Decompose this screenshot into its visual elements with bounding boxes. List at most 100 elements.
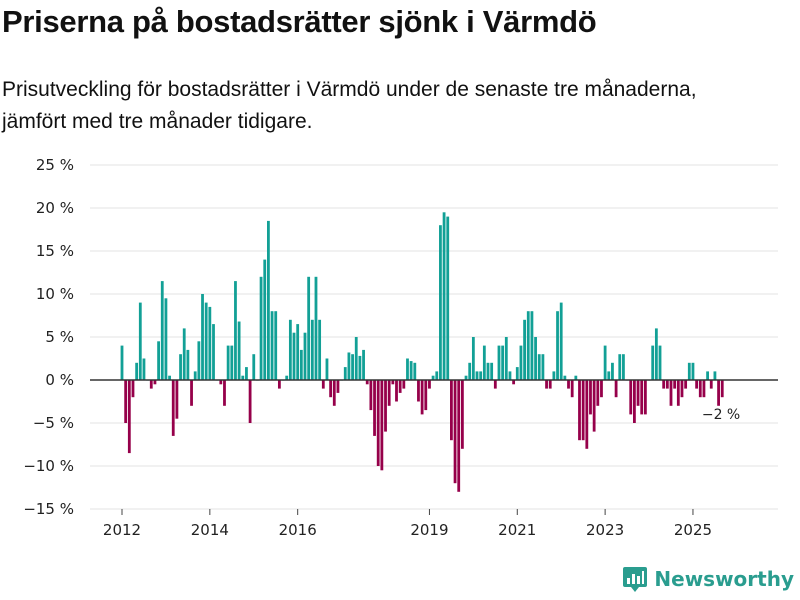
bar — [197, 341, 201, 380]
bar — [420, 380, 424, 415]
bar — [446, 216, 450, 380]
bar — [120, 345, 124, 380]
bar — [614, 380, 618, 398]
bar — [636, 380, 640, 406]
bar — [303, 332, 307, 380]
bar — [468, 362, 472, 380]
bar — [622, 354, 625, 380]
bar — [310, 319, 314, 380]
bar — [687, 362, 691, 380]
x-axis: 2012 2014 2016 2019 2021 2023 2025 — [103, 509, 712, 539]
bar — [603, 345, 607, 380]
bar — [640, 380, 644, 415]
bar — [471, 337, 475, 380]
bar — [475, 371, 479, 380]
bar — [336, 380, 340, 393]
bar — [574, 375, 578, 380]
bar — [424, 380, 428, 411]
y-axis: 25 % 20 % 15 % 10 % 5 % 0 % −5 % −10 % −15 % — [23, 156, 74, 518]
bar — [600, 380, 603, 398]
x-tick-label: 2019 — [410, 521, 448, 539]
bar — [654, 328, 658, 380]
bar — [219, 380, 223, 385]
bar — [464, 375, 468, 380]
y-tick-label: 25 % — [36, 156, 74, 174]
bar — [512, 380, 516, 385]
bar — [182, 328, 186, 380]
bar — [398, 380, 402, 393]
bar — [263, 259, 267, 380]
y-tick-label: 15 % — [36, 242, 74, 260]
bar — [490, 362, 494, 380]
bar — [135, 362, 139, 380]
bar — [299, 349, 303, 380]
x-tick-label: 2021 — [498, 521, 536, 539]
bars — [120, 212, 724, 492]
bar — [354, 337, 358, 380]
bar — [618, 354, 622, 380]
bar — [662, 380, 666, 389]
bar — [596, 380, 600, 406]
y-tick-label: −15 % — [23, 500, 74, 518]
bar — [709, 380, 713, 389]
bar — [160, 281, 164, 380]
bar — [387, 380, 391, 406]
bar — [376, 380, 380, 466]
bar — [241, 375, 245, 380]
bar — [504, 337, 508, 380]
bar — [270, 311, 274, 380]
bar — [643, 380, 647, 415]
bar — [537, 354, 541, 380]
bar — [673, 380, 677, 389]
bar — [153, 380, 157, 385]
bar — [497, 345, 501, 380]
bar — [230, 345, 234, 380]
bar — [274, 311, 278, 380]
bar — [460, 380, 464, 449]
bar — [548, 380, 552, 389]
bar — [168, 375, 171, 380]
bar — [318, 319, 322, 380]
gridlines — [90, 164, 778, 510]
bar — [380, 380, 384, 471]
bar — [515, 367, 519, 380]
y-tick-label: −10 % — [23, 457, 74, 475]
bar — [523, 319, 526, 380]
bar — [570, 380, 574, 398]
bar — [237, 321, 241, 380]
bar — [534, 337, 537, 380]
bar — [186, 349, 190, 380]
bar — [406, 358, 409, 380]
bar — [296, 324, 300, 380]
bar — [526, 311, 530, 380]
bar — [695, 380, 699, 389]
bar — [245, 367, 248, 380]
y-tick-label: 10 % — [36, 285, 74, 303]
bar — [351, 354, 354, 380]
bar — [581, 380, 585, 441]
bar — [680, 380, 684, 398]
bar — [501, 345, 505, 380]
bar — [314, 276, 318, 380]
bar — [578, 380, 581, 441]
bar — [552, 371, 556, 380]
y-tick-label: −5 % — [33, 414, 74, 432]
x-tick-label: 2014 — [191, 521, 229, 539]
bar — [450, 380, 453, 441]
bar — [607, 371, 611, 380]
bar — [589, 380, 592, 415]
bar — [358, 355, 362, 380]
bar — [164, 298, 168, 380]
y-tick-label: 0 % — [45, 371, 74, 389]
bar — [508, 371, 512, 380]
bar — [592, 380, 596, 432]
x-tick-label: 2023 — [586, 521, 624, 539]
bar — [362, 349, 365, 380]
bar — [402, 380, 406, 389]
bar — [431, 375, 435, 380]
bar — [208, 306, 212, 380]
bar — [585, 380, 589, 449]
bar — [288, 319, 292, 380]
bar — [259, 276, 263, 380]
